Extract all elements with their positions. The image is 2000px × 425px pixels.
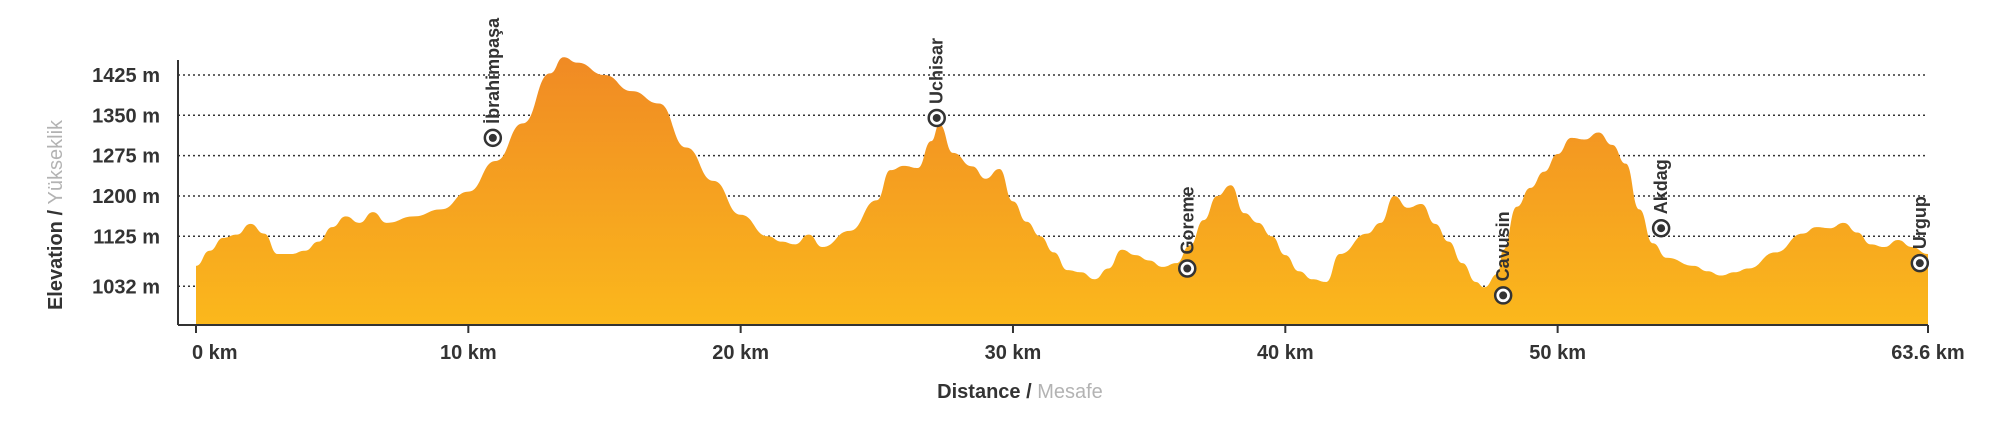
- x-tick-label-10-km: 10 km: [440, 342, 497, 364]
- waypoint-label-ibrahimpasa: İbrahimpaşa: [483, 17, 503, 124]
- axes: [177, 60, 1928, 326]
- x-tick-label-50-km: 50 km: [1529, 342, 1586, 364]
- y-tick-label-1425: 1425 m: [92, 65, 160, 87]
- waypoints: İbrahimpaşa Uchisar Goreme Cavusin Akdag Urgu…: [483, 17, 1930, 305]
- x-axis-title-separator: /: [1021, 381, 1038, 403]
- y-tick-label-1350: 1350 m: [92, 105, 160, 127]
- waypoint-cavusin: Cavusin: [1493, 211, 1513, 305]
- waypoint-urgup: Urgup: [1910, 196, 1930, 273]
- waypoint-marker-dot-goreme: [1183, 264, 1192, 273]
- waypoint-marker-dot-urgup: [1915, 259, 1924, 268]
- waypoint-marker-dot-cavusin: [1499, 291, 1508, 300]
- x-tick-label-30-km: 30 km: [985, 342, 1042, 364]
- y-axis-title-alt: Yükseklik: [45, 119, 67, 204]
- y-tick-label-1200: 1200 m: [92, 186, 160, 208]
- y-tick-label-1275: 1275 m: [92, 146, 160, 168]
- x-tick-label-63-6-km: 63.6 km: [1891, 342, 1964, 364]
- waypoint-goreme: Goreme: [1177, 187, 1197, 278]
- y-tick-labels: 1032 m 1125 m 1200 m 1275 m 1350 m 1425 m: [92, 65, 160, 298]
- x-axis-title-alt: Mesafe: [1037, 381, 1103, 403]
- y-axis-title: Elevation / Yükseklik: [45, 119, 67, 310]
- y-axis-title-separator: /: [45, 204, 67, 221]
- waypoint-marker-dot-ibrahimpasa: [488, 133, 497, 142]
- y-tick-label-1125: 1125 m: [93, 226, 160, 248]
- waypoint-label-goreme: Goreme: [1177, 187, 1197, 255]
- x-tick-label-0-km: 0 km: [192, 342, 238, 364]
- x-tick-label-40-km: 40 km: [1257, 342, 1314, 364]
- waypoint-marker-dot-uchisar: [932, 113, 941, 122]
- x-tick-labels: 0 km 10 km 20 km 30 km 40 km 50 km 63.6 km: [192, 325, 1965, 364]
- waypoint-marker-dot-akdag: [1657, 224, 1666, 233]
- waypoint-label-urgup: Urgup: [1910, 196, 1930, 249]
- waypoint-label-cavusin: Cavusin: [1493, 211, 1513, 281]
- waypoint-akdag: Akdag: [1651, 159, 1671, 238]
- waypoint-uchisar: Uchisar: [927, 38, 947, 128]
- elevation-area: [196, 57, 1928, 325]
- x-axis-title-main: Distance: [937, 381, 1020, 403]
- waypoint-ibrahimpasa: İbrahimpaşa: [483, 17, 503, 148]
- x-axis-title: Distance / Mesafe: [937, 381, 1103, 403]
- waypoint-label-uchisar: Uchisar: [927, 38, 947, 104]
- y-axis-title-main: Elevation: [45, 221, 67, 310]
- y-tick-label-1032: 1032 m: [92, 276, 160, 298]
- waypoint-label-akdag: Akdag: [1651, 159, 1671, 214]
- x-tick-label-20-km: 20 km: [712, 342, 769, 364]
